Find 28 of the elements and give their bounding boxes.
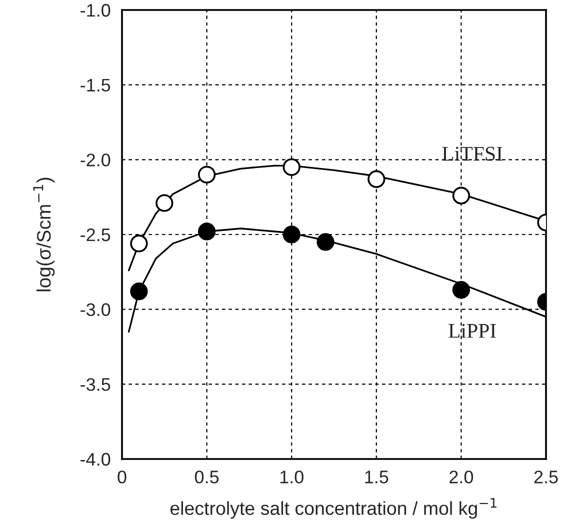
series-label: LiTFSI	[442, 146, 502, 161]
point	[198, 222, 216, 240]
x-tick-label: 0.5	[194, 470, 219, 484]
y-tick-label: -3.0	[80, 303, 110, 316]
y-tick-label: -3.5	[80, 378, 110, 391]
point	[316, 233, 334, 251]
x-tick-label: 2.0	[450, 470, 474, 484]
point	[282, 158, 300, 176]
point	[282, 226, 300, 244]
point	[198, 166, 216, 184]
point	[156, 194, 174, 212]
point	[368, 170, 386, 188]
y-tick-label: -2.5	[80, 228, 110, 242]
x-axis-title: electrolyte salt concentration / mol kg$^{−1}$	[170, 498, 496, 519]
y-axis-title: log(σ/Scm$^{−1}$)	[33, 178, 55, 292]
point	[452, 186, 470, 204]
series-label: LiPPI	[448, 324, 496, 338]
x-tick-label: 0	[118, 470, 126, 484]
y-tick-label: -4.0	[80, 452, 110, 466]
x-tick-label: 2.5	[534, 470, 558, 484]
y-tick-label: -1.5	[80, 78, 110, 92]
y-tick-label: -2.0	[80, 154, 110, 166]
point	[452, 281, 470, 299]
x-tick-label: 1.5	[365, 470, 388, 484]
point	[130, 282, 148, 300]
y-tick-label: -1.0	[80, 4, 110, 17]
point	[130, 234, 148, 252]
x-tick-label: 1.0	[280, 470, 304, 484]
